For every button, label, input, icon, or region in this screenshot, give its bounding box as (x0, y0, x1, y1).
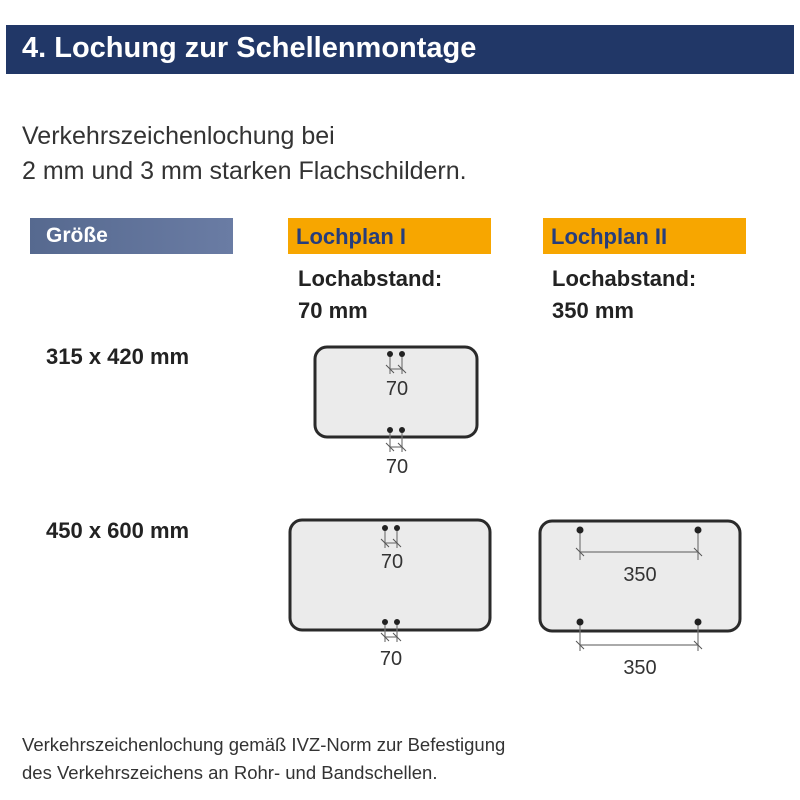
plan2-spacing-value: 350 mm (552, 298, 634, 323)
dimension-lines (384, 528, 398, 642)
plan1-spacing-value: 70 mm (298, 298, 368, 323)
dim-label: 350 (623, 564, 656, 586)
section-title: 4. Lochung zur Schellenmontage (22, 32, 477, 64)
footer-line-2: des Verkehrszeichens an Rohr- und Bandsc… (22, 762, 438, 783)
section-header: 4. Lochung zur Schellenmontage (6, 25, 794, 74)
plan1-title: Lochplan I (296, 224, 406, 249)
dim-label: 70 (386, 456, 408, 478)
dim-label: 70 (381, 551, 403, 573)
plan1-spacing-label: Lochabstand: (298, 266, 443, 291)
plan1-header: Lochplan I (288, 218, 491, 254)
dimension-lines (579, 530, 699, 651)
size-row-2: 450 x 600 mm (46, 518, 190, 543)
holes (382, 525, 400, 625)
dim-label: 70 (386, 378, 408, 400)
plan1-spacing: Lochabstand: 70 mm (298, 263, 442, 327)
dim-label: 350 (623, 657, 656, 679)
intro-line-2: 2 mm und 3 mm starken Flachschildern. (22, 157, 467, 185)
intro-line-1: Verkehrszeichenlochung bei (22, 122, 335, 150)
holes (576, 526, 702, 626)
plan2-header: Lochplan II (543, 218, 746, 254)
size-header-label: Größe (46, 224, 108, 247)
holes (387, 351, 405, 433)
sign-315x420-plan1: 70 70 (313, 345, 479, 478)
size-column-header: Größe (30, 218, 233, 254)
plan2-spacing: Lochabstand: 350 mm (552, 263, 696, 327)
plan2-title: Lochplan II (551, 224, 668, 249)
plan2-spacing-label: Lochabstand: (552, 266, 697, 291)
sign-450x600-plan1: 70 70 (288, 518, 492, 670)
sign-450x600-plan2: 350 350 (538, 519, 742, 679)
footer-line-1: Verkehrszeichenlochung gemäß IVZ-Norm zu… (22, 734, 506, 755)
dim-label: 70 (380, 648, 402, 670)
size-row-1: 315 x 420 mm (46, 344, 190, 369)
footer-note: Verkehrszeichenlochung gemäß IVZ-Norm zu… (22, 731, 505, 787)
dimension-lines (389, 354, 403, 452)
